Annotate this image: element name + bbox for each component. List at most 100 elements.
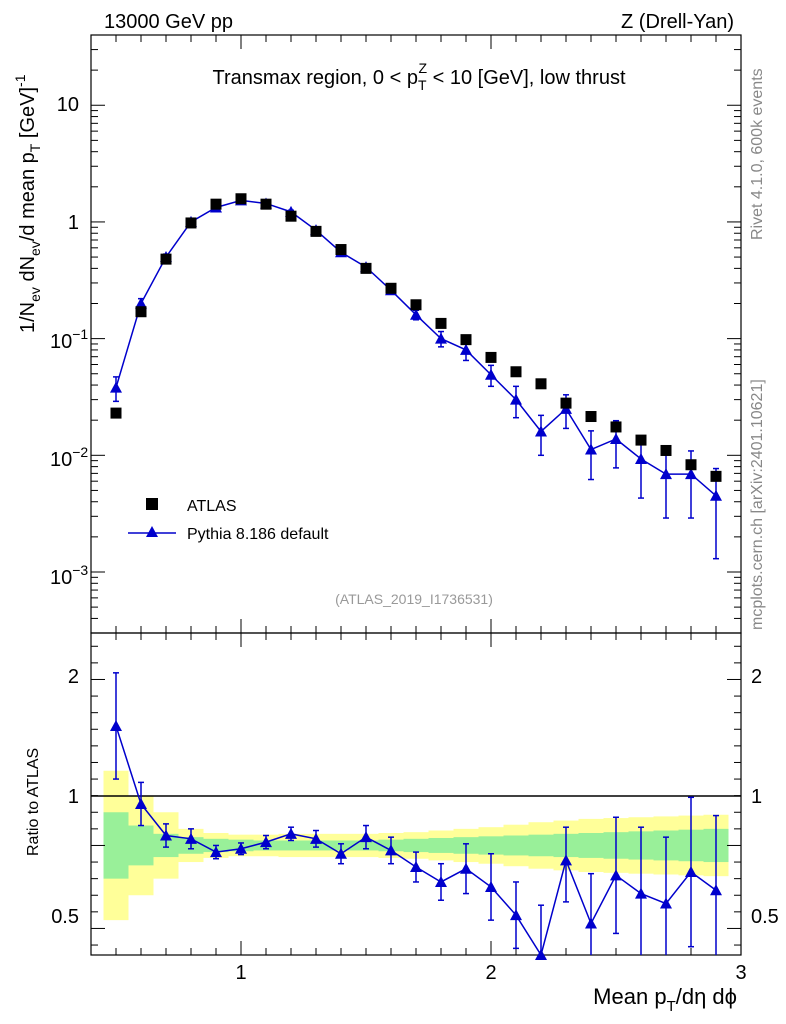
ratio-y-tick-label-right-2: 2 <box>751 666 762 688</box>
ratio-x-ticks <box>115 633 742 955</box>
data-point <box>185 217 197 229</box>
data-point <box>285 210 297 222</box>
ratio-band-inner <box>578 833 604 858</box>
header-left: 13000 GeV pp <box>104 11 233 33</box>
ratio-mc-point <box>535 949 547 960</box>
legend-data-marker <box>146 498 158 510</box>
ratio-plot-frame <box>90 632 742 956</box>
mc-point <box>435 332 447 344</box>
mc-point <box>110 381 122 393</box>
ratio-mc-point <box>510 909 522 921</box>
x-tick-label-2: 2 <box>485 962 496 984</box>
data-point <box>410 299 422 311</box>
x-tick-label-1: 1 <box>235 962 246 984</box>
y-tick-label-1e-2: 10−2 <box>50 444 88 471</box>
mc-point <box>660 468 672 480</box>
ratio-y-tick-label-left-2: 2 <box>68 666 79 688</box>
ratio-band-inner <box>278 840 304 851</box>
mc-point <box>510 393 522 405</box>
y-tick-label-1e-3: 10−3 <box>50 562 88 589</box>
data-point <box>385 282 397 294</box>
data-point <box>135 306 147 318</box>
ratio-band-inner <box>128 825 154 866</box>
ratio-mc-point <box>560 854 572 866</box>
ratio-band-inner <box>403 838 429 853</box>
ratio-band-inner <box>103 812 129 879</box>
legend-mc-marker <box>146 526 158 537</box>
data-point <box>535 378 547 390</box>
mc-point <box>535 425 547 437</box>
ratio-mc-point <box>485 880 497 892</box>
legend-mc-label: Pythia 8.186 default <box>187 526 329 543</box>
ratio-mc-point <box>435 875 447 887</box>
ratio-mc-point <box>610 869 622 881</box>
mc-point <box>685 468 697 480</box>
main-y-axis-title: 1/Nev dNev/d mean pT [GeV]-1 <box>12 74 43 333</box>
y-tick-label-1e-1: 10−1 <box>50 326 88 353</box>
data-point <box>585 411 597 423</box>
ratio-mc-point <box>360 831 372 843</box>
ratio-mc-series <box>110 672 722 960</box>
ratio-mc-point <box>285 827 297 839</box>
mc-line <box>115 199 717 497</box>
ratio-mc-point <box>660 897 672 909</box>
x-axis-title: Mean pT/dη dϕ <box>593 984 737 1015</box>
ratio-mc-point <box>135 797 147 809</box>
mc-point <box>135 297 147 309</box>
ratio-y-tick-label-right-0.5: 0.5 <box>751 906 779 928</box>
ratio-mc-point <box>235 842 247 854</box>
mc-point <box>710 489 722 501</box>
ratio-mc-point <box>710 884 722 896</box>
side-label-mcplots: mcplots.cern.ch [arXiv:2401.10621] <box>749 379 766 630</box>
data-point <box>560 397 572 409</box>
ratio-mc-point <box>110 719 122 731</box>
ratio-mc-point <box>410 861 422 873</box>
ratio-band-inner <box>478 836 504 855</box>
ratio-mc-point <box>185 832 197 844</box>
ratio-band-inner <box>503 835 529 856</box>
data-point <box>660 444 672 456</box>
mc-point <box>410 308 422 320</box>
data-point <box>110 407 122 419</box>
main-data-series <box>110 193 722 482</box>
mc-point <box>485 368 497 380</box>
ratio-y-tick-label-left-1: 1 <box>68 786 79 808</box>
ratio-y-ticks <box>91 645 741 946</box>
ratio-mc-point <box>635 887 647 899</box>
data-point <box>310 225 322 237</box>
main-plot-frame <box>90 34 742 634</box>
ratio-mc-point <box>385 844 397 856</box>
ratio-mc-point <box>335 847 347 859</box>
mc-point <box>460 343 472 355</box>
ratio-y-tick-label-left-0.5: 0.5 <box>51 906 79 928</box>
data-point <box>510 366 522 378</box>
header-right: Z (Drell-Yan) <box>621 11 734 33</box>
data-point <box>235 193 247 205</box>
data-point <box>160 253 172 265</box>
data-point <box>485 351 497 363</box>
x-tick-label-3: 3 <box>735 962 746 984</box>
data-point <box>635 434 647 446</box>
data-point <box>360 262 372 274</box>
data-point <box>335 244 347 256</box>
side-label-rivet: Rivet 4.1.0, 600k events <box>749 68 766 240</box>
ratio-mc-point <box>160 829 172 841</box>
main-y-ticks <box>91 34 741 634</box>
mc-point <box>610 432 622 444</box>
ratio-mc-point <box>260 836 272 848</box>
ratio-band-inner <box>528 834 554 857</box>
ratio-band-inner <box>428 837 454 853</box>
ratio-mc-point <box>310 832 322 844</box>
data-point <box>460 334 472 346</box>
y-tick-label-10: 10 <box>57 94 79 116</box>
data-point <box>435 317 447 329</box>
data-point <box>260 198 272 210</box>
ratio-y-tick-label-right-1: 1 <box>751 786 762 808</box>
data-point <box>210 198 222 210</box>
data-point <box>710 470 722 482</box>
data-point <box>610 421 622 433</box>
ratio-mc-point <box>585 917 597 929</box>
ratio-y-axis-title: Ratio to ATLAS <box>25 748 42 856</box>
ratio-mc-point <box>210 846 222 858</box>
